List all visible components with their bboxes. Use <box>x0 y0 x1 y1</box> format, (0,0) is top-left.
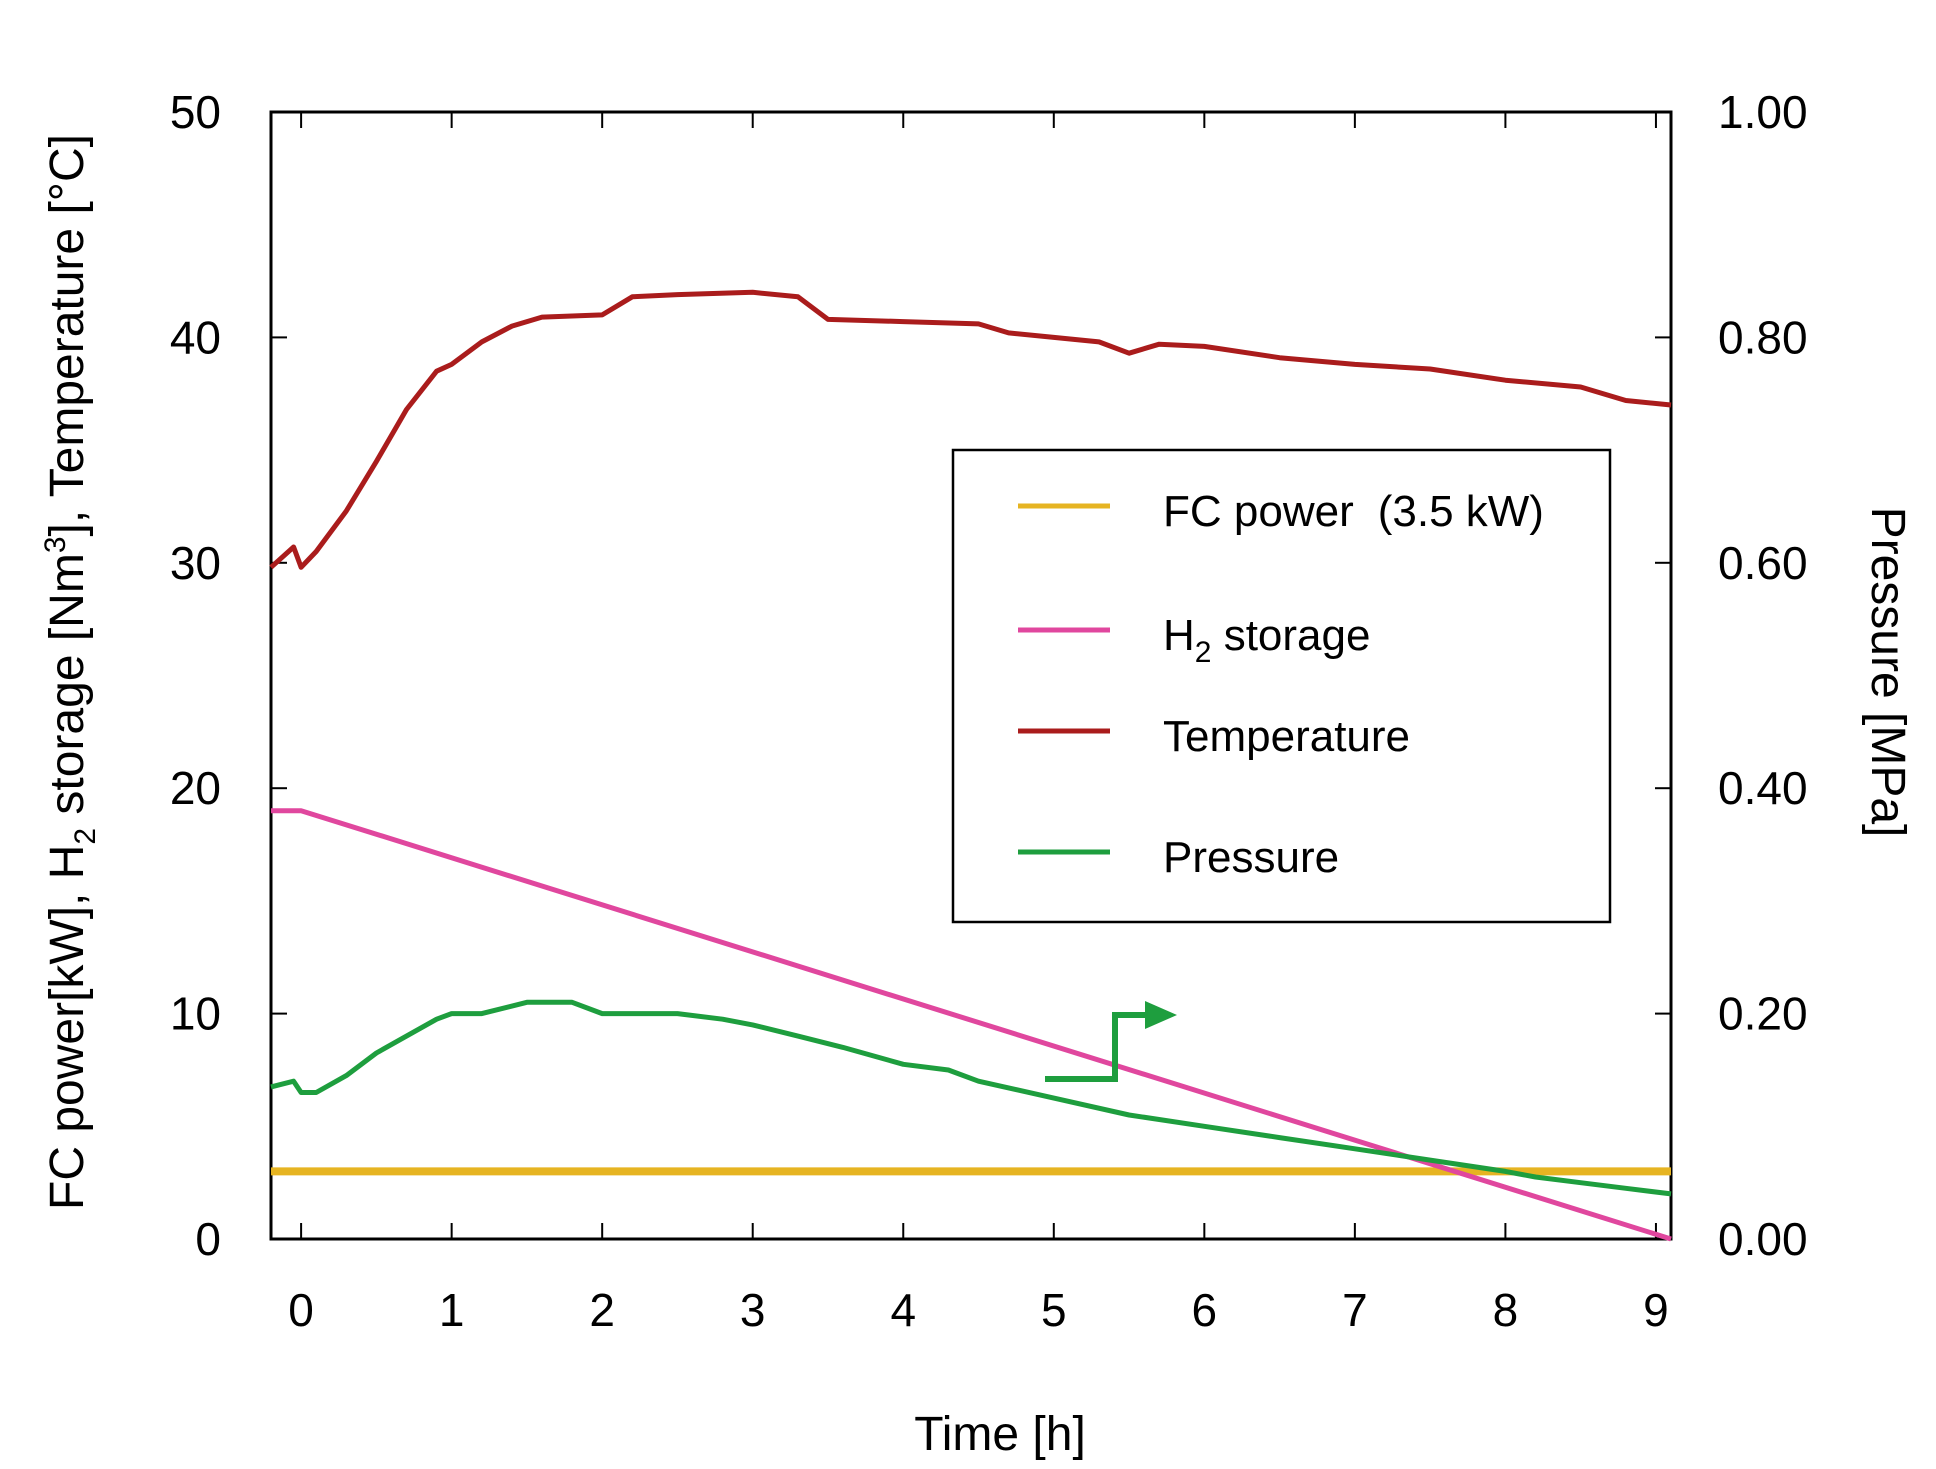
x-tick-labels: 0 1 2 3 4 5 6 7 8 9 <box>288 1284 1668 1336</box>
x-tick-label: 8 <box>1493 1284 1519 1336</box>
y-left-tick-label: 0 <box>195 1213 221 1265</box>
legend-box <box>951 448 1612 924</box>
arrow-head-icon <box>1145 1001 1177 1029</box>
x-tick-label: 6 <box>1192 1284 1218 1336</box>
legend-label-fc-power: FC power (3.5 kW) <box>1163 487 1544 536</box>
y-left-tick-label: 50 <box>170 86 221 138</box>
y-right-tick-label: 0.40 <box>1718 762 1808 814</box>
y-right-tick-label: 0.80 <box>1718 311 1808 363</box>
x-axis-title: Time [h] <box>914 1408 1086 1461</box>
y-right-axis-title: Pressure [MPa] <box>1861 507 1914 838</box>
y-right-tick-labels: 0.00 0.20 0.40 0.60 0.80 1.00 <box>1718 86 1808 1265</box>
x-tick-label: 5 <box>1041 1284 1067 1336</box>
plot-area-frame <box>269 110 1673 1241</box>
pressure-axis-arrow <box>1045 1001 1177 1082</box>
y-left-tick-label: 40 <box>170 311 221 363</box>
x-tick-label: 4 <box>890 1284 916 1336</box>
y-right-tick-label: 1.00 <box>1718 86 1808 138</box>
x-tick-label: 2 <box>589 1284 615 1336</box>
y-left-tick-label: 20 <box>170 762 221 814</box>
legend: FC power (3.5 kW) H2 storage Temperature … <box>951 448 1612 924</box>
y-left-tick-label: 10 <box>170 988 221 1040</box>
x-tick-label: 7 <box>1342 1284 1368 1336</box>
y-left-tick-labels: 0 10 20 30 40 50 <box>170 86 221 1265</box>
y-left-tick-label: 30 <box>170 537 221 589</box>
series-line-pressure <box>270 999 1672 1197</box>
series-group <box>269 289 1672 1242</box>
legend-label-h2-storage: H2 storage <box>1163 611 1370 669</box>
y-right-tick-label: 0.20 <box>1718 988 1808 1040</box>
legend-label-pressure: Pressure <box>1163 833 1339 882</box>
series-line-h2-storage <box>271 808 1672 1242</box>
series-line-temperature <box>269 289 1672 570</box>
y-right-tick-label: 0.60 <box>1718 537 1808 589</box>
y-left-axis-title: FC power[kW], H2 storage [Nm3], Temperat… <box>39 134 102 1210</box>
x-tick-label: 1 <box>439 1284 465 1336</box>
x-tick-label: 9 <box>1643 1284 1669 1336</box>
arrow-body <box>1045 1012 1148 1082</box>
x-tick-label: 0 <box>288 1284 314 1336</box>
y-right-tick-label: 0.00 <box>1718 1213 1808 1265</box>
legend-label-temperature: Temperature <box>1163 712 1410 761</box>
x-tick-label: 3 <box>740 1284 766 1336</box>
